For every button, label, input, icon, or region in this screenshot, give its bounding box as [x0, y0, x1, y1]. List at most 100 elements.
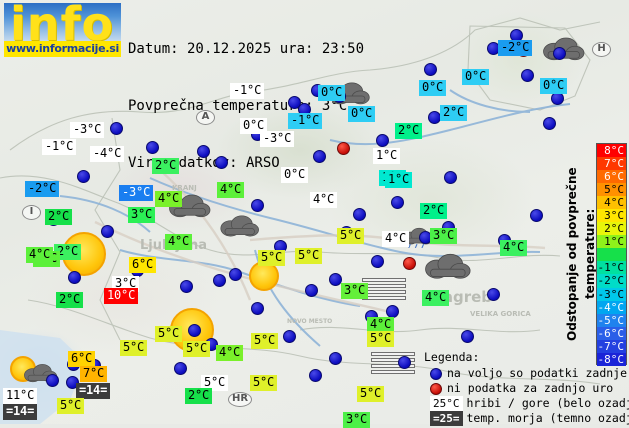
station-dot-available[interactable]	[371, 255, 384, 268]
scale-cell-9: -1°C	[597, 261, 626, 274]
legend-item-text: ni podatka za zadnjo uro	[447, 381, 613, 396]
temperature-label: 4°C	[216, 345, 243, 361]
station-dot-available[interactable]	[251, 199, 264, 212]
station-dot-available[interactable]	[229, 268, 242, 281]
temperature-label: =14=	[3, 404, 37, 420]
station-dot-available[interactable]	[543, 117, 556, 130]
mountain-temp-swatch-icon: 25°C	[430, 396, 463, 411]
temperature-label: 4°C	[155, 191, 182, 207]
station-dot-available[interactable]	[68, 271, 81, 284]
temperature-label: -3°C	[119, 185, 153, 201]
legend-item-text: na voljo so podatki zadnje ure	[447, 366, 629, 381]
temperature-label: 4°C	[310, 192, 337, 208]
station-dot-available[interactable]	[461, 330, 474, 343]
temperature-label: 4°C	[382, 231, 409, 247]
temperature-label: 0°C	[462, 69, 489, 85]
station-dot-available[interactable]	[283, 330, 296, 343]
temperature-label: 3°C	[128, 207, 155, 223]
station-dot-available[interactable]	[487, 288, 500, 301]
station-dot-available[interactable]	[313, 150, 326, 163]
temperature-label: -2°C	[25, 181, 59, 197]
station-dot-available[interactable]	[188, 324, 201, 337]
station-dot-available[interactable]	[251, 302, 264, 315]
scale-cell-11: -3°C	[597, 288, 626, 301]
temperature-label: 5°C	[183, 341, 210, 357]
temperature-label: -3°C	[260, 131, 294, 147]
legend-item-text: hribi / gore (belo ozadje)	[467, 396, 629, 411]
station-dot-available[interactable]	[174, 362, 187, 375]
scale-cell-12: -4°C	[597, 301, 626, 314]
temperature-label: 2°C	[45, 209, 72, 225]
station-dot-available[interactable]	[398, 356, 411, 369]
temperature-deviation-scale: Odstopanje od povprečne temperature: 8°C…	[563, 143, 627, 365]
header-date-time: Datum: 20.12.2025 ura: 23:50	[128, 40, 364, 59]
station-dot-available[interactable]	[101, 225, 114, 238]
temperature-label: 5°C	[367, 331, 394, 347]
temperature-label: 1°C	[385, 172, 412, 188]
station-dot-available[interactable]	[353, 208, 366, 221]
temperature-label: 11°C	[3, 388, 37, 404]
station-dot-available[interactable]	[77, 170, 90, 183]
scale-title: Odstopanje od povprečne temperature:	[563, 143, 581, 365]
station-dot-available[interactable]	[215, 156, 228, 169]
temperature-label: 0°C	[318, 85, 345, 101]
road-marker: A	[196, 110, 215, 125]
road-marker: HR	[228, 392, 252, 407]
scale-cell-4: 4°C	[597, 196, 626, 209]
temperature-label: 5°C	[120, 340, 147, 356]
temperature-label: -1°C	[288, 113, 322, 129]
temperature-label: 5°C	[357, 386, 384, 402]
scale-cell-6: 2°C	[597, 222, 626, 235]
temperature-label: 7°C	[80, 366, 107, 382]
legend-title: Legenda:	[424, 350, 629, 365]
temperature-label: 1°C	[373, 148, 400, 164]
station-dot-available[interactable]	[444, 171, 457, 184]
temperature-label: 0°C	[419, 80, 446, 96]
station-dot-available[interactable]	[376, 134, 389, 147]
road-marker: I	[22, 205, 41, 220]
scale-cell-1: 7°C	[597, 157, 626, 170]
city-label: VELIKA GORICA	[470, 310, 531, 318]
station-dot-available[interactable]	[213, 274, 226, 287]
station-dot-available[interactable]	[553, 47, 566, 60]
station-dot-available[interactable]	[305, 284, 318, 297]
station-dot-available[interactable]	[329, 352, 342, 365]
temperature-label: =14=	[76, 383, 110, 399]
station-dot-available[interactable]	[146, 141, 159, 154]
scale-cell-0: 8°C	[597, 144, 626, 157]
city-label: NOVO MESTO	[287, 318, 332, 325]
station-dot-no-data[interactable]	[337, 142, 350, 155]
station-dot-available[interactable]	[197, 145, 210, 158]
temperature-label: 3°C	[430, 228, 457, 244]
temperature-label: 2°C	[152, 158, 179, 174]
map-legend: Legenda: na voljo so podatki zadnje uren…	[424, 350, 629, 426]
scale-cell-13: -5°C	[597, 314, 626, 327]
station-dot-available[interactable]	[110, 122, 123, 135]
temperature-label: 6°C	[129, 257, 156, 273]
site-logo[interactable]: info www.informacije.si	[4, 3, 121, 57]
temperature-label: -4°C	[90, 146, 124, 162]
station-dot-available[interactable]	[309, 369, 322, 382]
station-dot-available[interactable]	[180, 280, 193, 293]
temperature-label: 3°C	[343, 412, 370, 428]
temperature-label: 2°C	[395, 123, 422, 139]
temperature-label: 5°C	[337, 228, 364, 244]
station-dot-no-data[interactable]	[403, 257, 416, 270]
temperature-label: -2°C	[498, 40, 532, 56]
station-dot-available[interactable]	[424, 63, 437, 76]
temperature-label: 10°C	[104, 288, 138, 304]
temperature-label: 2°C	[56, 292, 83, 308]
station-dot-available[interactable]	[391, 196, 404, 209]
temperature-label: -1°C	[230, 83, 264, 99]
legend-item-0: na voljo so podatki zadnje ure	[424, 366, 629, 381]
scale-cell-3: 5°C	[597, 183, 626, 196]
blue-station-dot-icon	[430, 368, 442, 380]
station-dot-available[interactable]	[530, 209, 543, 222]
red-station-dot-icon	[430, 383, 442, 395]
station-dot-available[interactable]	[46, 374, 59, 387]
scale-cell-2: 6°C	[597, 170, 626, 183]
station-dot-available[interactable]	[521, 69, 534, 82]
logo-url-bar: www.informacije.si	[4, 41, 121, 57]
temperature-label: 2°C	[420, 203, 447, 219]
